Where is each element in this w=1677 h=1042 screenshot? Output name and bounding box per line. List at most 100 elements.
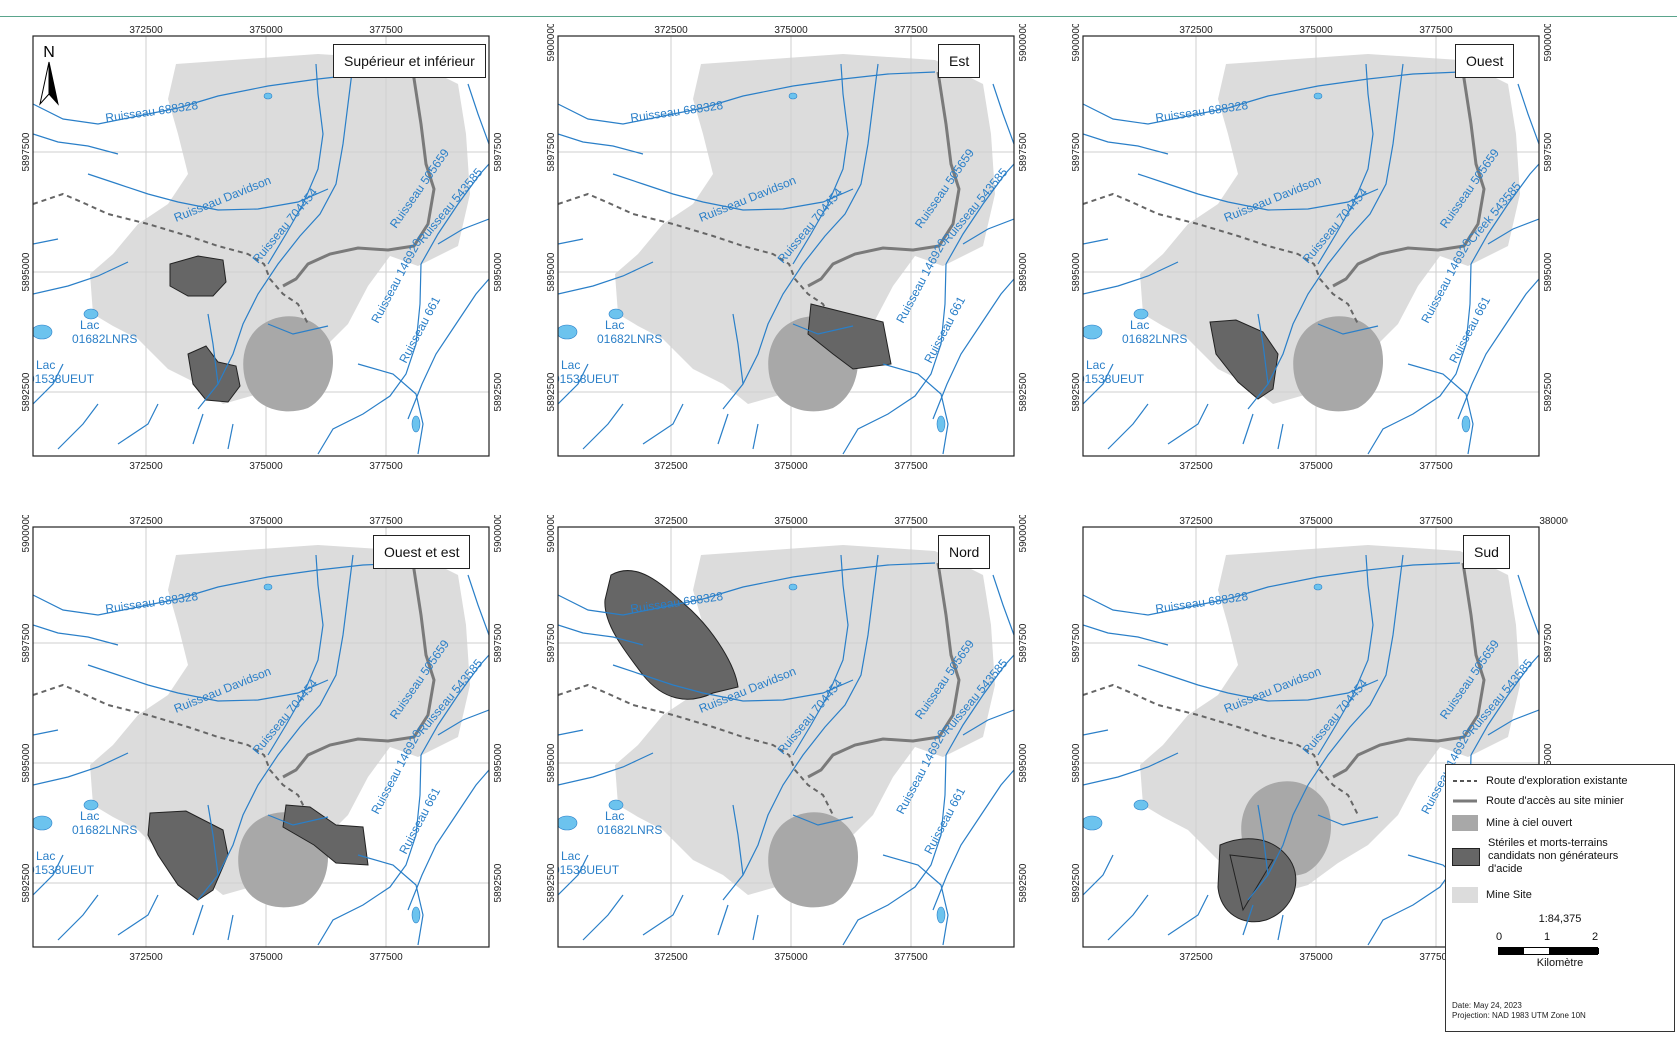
open-pit-area — [243, 316, 334, 412]
access-road-line — [282, 562, 436, 779]
exploration-road-line — [558, 192, 834, 325]
x-tick-label: 377500 — [1419, 952, 1453, 963]
stream-line — [357, 363, 424, 455]
lake-label: 01682LNRS — [72, 823, 137, 837]
stream-line — [1317, 554, 1374, 756]
lake-shape — [788, 583, 798, 591]
x-tick-label: 377500 — [369, 952, 403, 963]
x-tick-label: 375000 — [249, 25, 283, 36]
x-tick-label: 377500 — [369, 461, 403, 472]
stream-line — [558, 238, 584, 245]
x-tick-label: 372500 — [1179, 461, 1213, 472]
stream-line — [1167, 894, 1209, 936]
scale-tick-0: 0 — [1496, 931, 1503, 943]
x-tick-label: 375000 — [774, 516, 808, 527]
stream-line — [267, 814, 329, 826]
stream-line — [792, 554, 849, 756]
lake-label: Lac — [561, 849, 580, 863]
stream-line — [267, 63, 324, 265]
y-tick-label: 5895000 — [1543, 743, 1554, 782]
x-tick-label: 377500 — [894, 461, 928, 472]
x-tick-label: 377500 — [894, 516, 928, 527]
y-tick-label: 5895000 — [493, 252, 504, 291]
stream-line — [317, 263, 422, 455]
y-tick-label: 5892500 — [493, 372, 504, 411]
lake-label: Lac — [561, 358, 580, 372]
lake-label: 01682LNRS — [1122, 332, 1187, 346]
stream-line — [1242, 904, 1254, 936]
stream-line — [558, 562, 936, 616]
stream-line — [1487, 218, 1539, 245]
legend-item-access-road: Route d'accès au site minier — [1452, 793, 1624, 809]
exploration-road-line — [33, 683, 309, 816]
legend-item-waste-rock: Stériles et morts-terrains candidats non… — [1452, 837, 1667, 876]
x-tick-label: 375000 — [774, 461, 808, 472]
stream-line — [1167, 403, 1209, 445]
exploration-road-line — [1083, 192, 1359, 325]
stream-line — [357, 854, 424, 946]
lake-label: 01682LNRS — [72, 332, 137, 346]
stream-line — [1137, 173, 1379, 211]
y-tick-label: 5900000 — [1543, 24, 1554, 61]
lake-shape — [608, 308, 624, 320]
lake-shape — [1313, 92, 1323, 100]
stream-line — [1317, 814, 1379, 826]
stream-line — [407, 278, 489, 420]
y-tick-label: 5900000 — [1018, 515, 1029, 552]
stream-line — [33, 854, 64, 896]
stream-line — [33, 729, 59, 736]
map-frame — [32, 526, 490, 948]
lake-shape — [83, 308, 99, 320]
stream-line — [192, 413, 204, 445]
x-tick-label: 372500 — [1179, 25, 1213, 36]
lake-label: 01538UEUT — [1078, 372, 1145, 386]
lake-shape — [788, 92, 798, 100]
x-tick-label: 375000 — [1299, 952, 1333, 963]
y-tick-label: 5897500 — [493, 623, 504, 662]
x-tick-label: 375000 — [774, 952, 808, 963]
x-tick-label: 377500 — [894, 952, 928, 963]
lake-label: Lac — [80, 809, 99, 823]
stream-line — [1367, 263, 1472, 455]
stream-line — [1277, 423, 1284, 450]
stream-line — [1317, 323, 1379, 335]
stream-line — [33, 261, 129, 295]
map-panel-ouest-et-est: Ruisseau 688328 Ruisseau Davidson Ruisseau… — [18, 515, 518, 985]
lake-label: Lac — [80, 318, 99, 332]
stream-line — [33, 363, 64, 405]
stream-line — [792, 63, 849, 265]
stream-line — [732, 804, 744, 876]
stream-line — [932, 278, 1014, 420]
access-road-line — [1332, 71, 1486, 288]
x-tick-label: 372500 — [654, 516, 688, 527]
stream-line — [962, 218, 1014, 245]
y-tick-label: 5897500 — [1018, 132, 1029, 171]
y-tick-label: 5895000 — [546, 252, 557, 291]
x-tick-label: 375000 — [1299, 25, 1333, 36]
stream-line — [722, 63, 879, 410]
y-tick-label: 5892500 — [1071, 863, 1082, 902]
stream-line — [467, 574, 489, 636]
stream-line — [945, 654, 1014, 756]
panel-title: Est — [938, 44, 981, 78]
y-tick-label: 5897500 — [21, 623, 32, 662]
stream-line — [1083, 752, 1179, 786]
lake-label: Lac — [36, 849, 55, 863]
stream-line — [33, 133, 119, 155]
x-tick-label: 372500 — [654, 952, 688, 963]
lake-shape — [558, 324, 578, 340]
legend-label: Stériles et morts-terrains candidats non… — [1488, 837, 1619, 875]
stream-line — [1242, 413, 1254, 445]
y-tick-label: 5892500 — [1018, 372, 1029, 411]
x-tick-label: 375000 — [249, 952, 283, 963]
y-tick-label: 5897500 — [1071, 132, 1082, 171]
y-tick-label: 5900000 — [546, 24, 557, 61]
stream-line — [407, 769, 489, 911]
lake-shape — [1133, 799, 1149, 811]
access-road-line — [807, 562, 961, 779]
stream-line — [1457, 278, 1539, 420]
lake-label: 01538UEUT — [553, 863, 620, 877]
lake-label: 01538UEUT — [553, 372, 620, 386]
y-tick-label: 5897500 — [21, 132, 32, 171]
y-tick-label: 5900000 — [1071, 24, 1082, 61]
